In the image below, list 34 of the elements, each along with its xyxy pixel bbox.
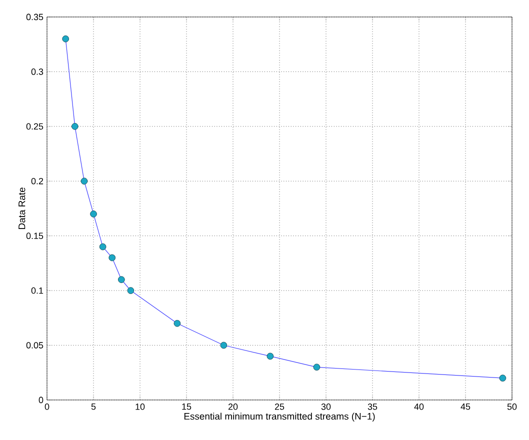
point [90,210,97,218]
point [62,35,69,42]
x-tick-label: 45 [460,404,470,410]
y-tick-label: 0.25 [26,123,44,130]
x-tick-label: 25 [274,404,284,410]
point [118,276,125,283]
x-tick-label: 20 [228,404,238,410]
y-tick-label: 0.1 [31,287,44,294]
point [108,254,116,262]
point [313,364,320,371]
y-tick-label: 0.35 [26,14,44,20]
x-axis-title: Essential minimum transmitted streams (N−1) [184,412,375,422]
y-tick-label: 0.15 [26,232,44,240]
x-tick-label: 35 [368,404,378,410]
point [127,287,134,294]
point [99,243,106,250]
y-tick-label: 0.3 [31,68,44,75]
point [80,178,88,185]
x-tick-label: 10 [136,404,145,410]
y-tick-label: 0 [38,396,44,404]
point [499,374,506,382]
point [174,320,181,327]
point [72,123,78,130]
y-tick-label: 0.2 [31,178,44,184]
x-tick-label: 0 [44,404,50,410]
x-tick-label: 5 [91,404,96,410]
x-tick-label: 50 [507,404,517,410]
x-tick-label: 40 [414,404,424,410]
point [266,352,274,360]
y-tick-label: 0.05 [26,342,44,348]
y-axis-title: Data Rate [18,188,26,230]
point [220,342,228,349]
x-tick-label: 30 [321,404,331,410]
x-tick-label: 15 [182,404,192,410]
